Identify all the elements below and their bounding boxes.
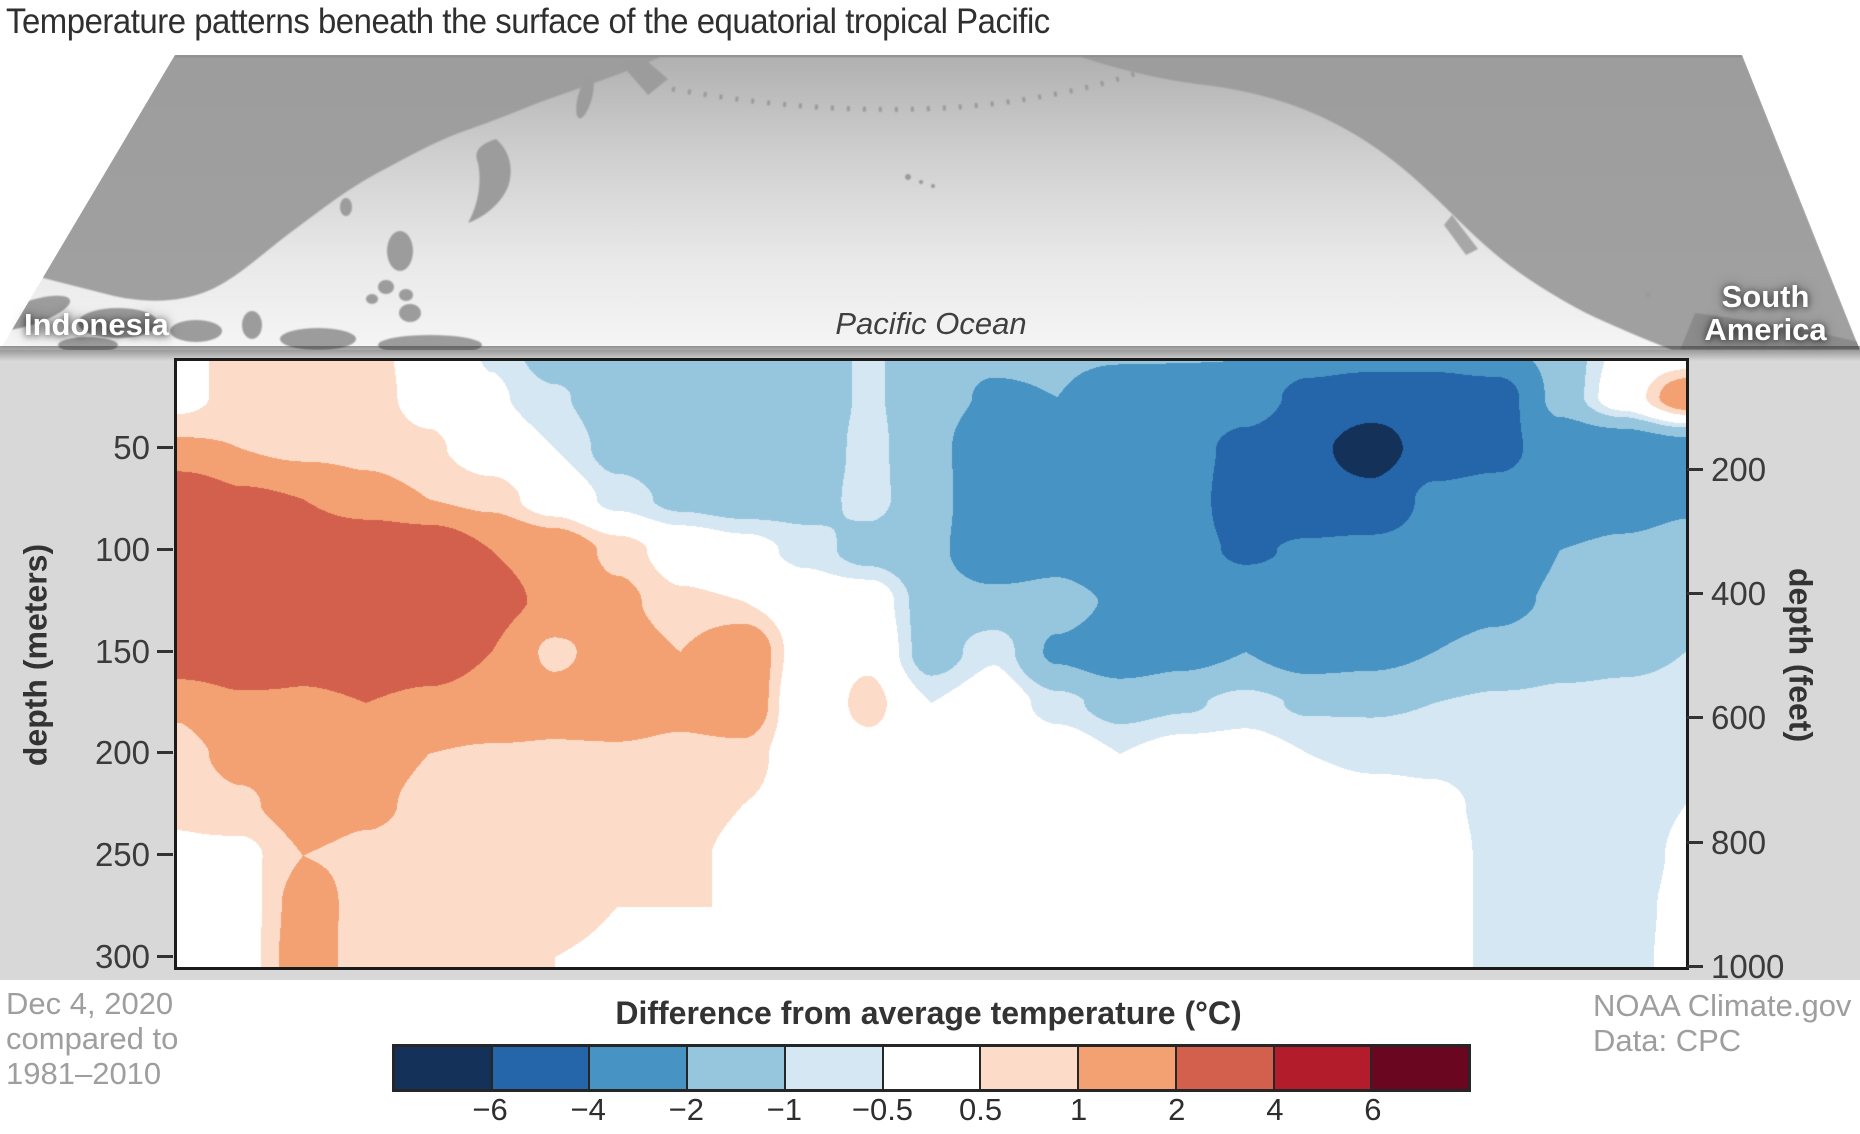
landmass-baja	[1444, 215, 1478, 255]
axis-tick-mark	[157, 547, 173, 551]
colorbar-cell	[1274, 1047, 1373, 1089]
axis-tick-mark	[1687, 468, 1703, 472]
colorbar-tick-label: 0.5	[958, 1092, 1003, 1127]
credit-line1: NOAA Climate.gov	[1593, 988, 1852, 1023]
colorbar-tick-label: −4	[570, 1092, 606, 1127]
map-label-south-america-line2: America	[1704, 312, 1827, 347]
axis-tick-label: 150	[94, 632, 150, 670]
colorbar-cell	[883, 1047, 982, 1089]
axis-tick-mark	[157, 445, 173, 449]
colorbar-tick-label: −2	[668, 1092, 704, 1127]
axis-tick-mark	[157, 649, 173, 653]
colorbar-cell	[1176, 1047, 1275, 1089]
colorbar-cell	[785, 1047, 884, 1089]
colorbar-title: Difference from average temperature (°C)	[615, 995, 1242, 1031]
colorbar-tick-label: −6	[472, 1092, 508, 1127]
colorbar-tick-label: 2	[1168, 1092, 1186, 1127]
y-axis-meters-title: depth (meters)	[17, 543, 54, 767]
colorbar-tick-label: 1	[1070, 1092, 1088, 1127]
axis-tick-label: 1000	[1711, 947, 1785, 985]
axis-tick-label: 250	[94, 836, 150, 874]
colorbar-tick-label: 6	[1364, 1092, 1382, 1127]
colorbar-tick-labels: −6 −4 −2 −1 −0.5 0.5 1 2 4 6	[392, 1092, 1471, 1128]
colorbar-cell	[590, 1047, 689, 1089]
date-caption-line2: compared to	[6, 1021, 179, 1056]
y-axis-feet-title: depth (feet)	[1782, 567, 1819, 743]
colorbar-cell	[1079, 1047, 1177, 1089]
date-caption: Dec 4, 2020 compared to 1981–2010	[6, 986, 178, 1091]
landmass-japan	[468, 139, 511, 223]
axis-tick-label: 200	[1711, 451, 1767, 489]
axis-tick-mark	[1687, 592, 1703, 596]
axis-tick-mark	[1687, 964, 1703, 968]
map-label-indonesia: Indonesia	[24, 307, 169, 342]
landmass-indonesia	[0, 295, 482, 350]
colorbar-cell	[1372, 1047, 1469, 1089]
axis-tick-mark	[157, 751, 173, 755]
map-label-south-america: South America	[1663, 280, 1860, 346]
axis-tick-label: 300	[94, 938, 150, 975]
credit-line2: Data: CPC	[1593, 1023, 1742, 1058]
axis-tick-label: 100	[94, 530, 150, 568]
axis-tick-mark	[1687, 716, 1703, 720]
axis-tick-mark	[157, 853, 173, 857]
axis-tick-label: 800	[1711, 823, 1767, 861]
colorbar	[392, 1044, 1471, 1092]
axis-tick-mark	[1687, 840, 1703, 844]
date-caption-line3: 1981–2010	[6, 1056, 162, 1091]
landmass-north-america	[1075, 55, 1860, 350]
temperature-cross-section	[177, 361, 1686, 967]
axis-tick-label: 50	[113, 428, 150, 466]
colorbar-tick-label: −1	[766, 1092, 803, 1127]
galapagos-island	[1645, 292, 1651, 298]
colorbar-cell	[981, 1047, 1080, 1089]
date-caption-line1: Dec 4, 2020	[6, 986, 174, 1021]
credit-caption: NOAA Climate.gov Data: CPC	[1593, 988, 1851, 1058]
colorbar-cell	[395, 1047, 493, 1089]
landmass-sakhalin	[576, 75, 594, 119]
pacific-map	[0, 55, 1860, 350]
landmass-south-america	[1680, 313, 1860, 350]
map-bottom-shadow	[0, 346, 1860, 361]
colorbar-tick-label: 4	[1266, 1092, 1284, 1127]
landmass-kamchatka	[622, 55, 668, 95]
map-label-south-america-line1: South	[1721, 279, 1810, 314]
map-label-pacific-ocean: Pacific Ocean	[835, 306, 1027, 341]
axis-tick-label: 200	[94, 734, 150, 772]
colorbar-cell	[492, 1047, 591, 1089]
hawaii-islands	[905, 174, 935, 188]
colorbar-tick-label: −0.5	[851, 1092, 914, 1127]
axis-tick-label: 400	[1711, 575, 1767, 613]
landmass-asia	[0, 55, 665, 301]
landmass-philippines	[340, 198, 421, 322]
page-title: Temperature patterns beneath the surface…	[6, 2, 1050, 41]
axis-tick-label: 600	[1711, 699, 1767, 737]
axis-tick-mark	[157, 955, 173, 958]
colorbar-cell	[688, 1047, 786, 1089]
